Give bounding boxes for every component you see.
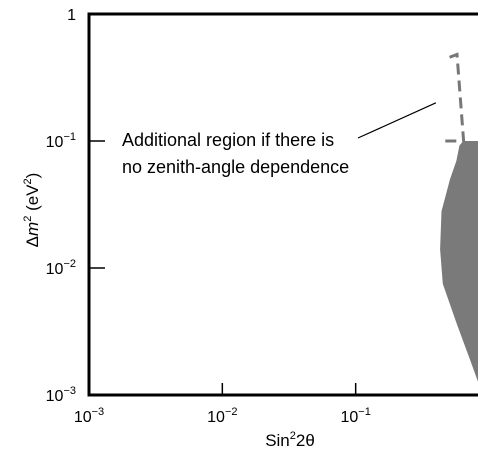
x-tick-base: 10 <box>207 409 225 426</box>
x-tick-label: 10−3 <box>74 406 104 426</box>
y-axis-label-delta: Δ <box>23 236 42 247</box>
x-tick-exp: −2 <box>225 406 238 418</box>
y-tick-label: 10−1 <box>46 131 76 151</box>
x-tick-label: 10−2 <box>207 406 237 426</box>
x-tick-exp: −3 <box>92 406 105 418</box>
y-axis-label-close: ) <box>23 173 42 179</box>
plot-frame <box>87 12 478 397</box>
y-tick-base: 10 <box>46 134 64 151</box>
y-ticks: 110−110−210−3 <box>46 7 105 405</box>
y-tick-base: 10 <box>46 261 64 278</box>
annotation-pointer <box>357 102 437 139</box>
x-tick-exp: −1 <box>358 406 371 418</box>
y-axis-label-sup: 2 <box>22 216 34 222</box>
x-axis-label: Sin22θ <box>265 430 315 450</box>
x-axis-label-sup: 2 <box>290 430 296 442</box>
allowed-region-0 <box>440 141 478 382</box>
y-tick-label: 10−3 <box>46 385 76 405</box>
y-axis-label-open: (eV <box>23 184 42 216</box>
annotation-line-1: Additional region if there is <box>122 130 334 150</box>
x-axis-label-base: Sin <box>265 431 290 450</box>
x-tick-base: 10 <box>340 409 358 426</box>
y-tick-exp: −1 <box>63 131 76 143</box>
x-tick-base: 10 <box>74 409 92 426</box>
dashed-region-1 <box>443 52 466 143</box>
x-tick-label: 10−1 <box>340 406 370 426</box>
data-regions <box>440 52 478 382</box>
y-tick-label: 10−2 <box>46 258 76 278</box>
y-tick-base: 10 <box>46 388 64 405</box>
y-axis-label: Δm2 (eV2) <box>22 173 42 248</box>
y-axis-label-m: m <box>23 222 42 236</box>
x-axis-label-rest: 2θ <box>296 431 315 450</box>
y-axis-label-unitsup: 2 <box>22 178 34 184</box>
x-ticks: 10−310−210−11 <box>74 383 371 426</box>
y-tick-exp: −3 <box>63 385 76 397</box>
y-tick-exp: −2 <box>63 258 76 270</box>
annotation: Additional region if there is no zenith-… <box>122 102 437 177</box>
y-tick-base: 1 <box>67 7 76 24</box>
annotation-line-2: no zenith-angle dependence <box>122 157 349 177</box>
y-tick-label: 1 <box>67 7 76 24</box>
